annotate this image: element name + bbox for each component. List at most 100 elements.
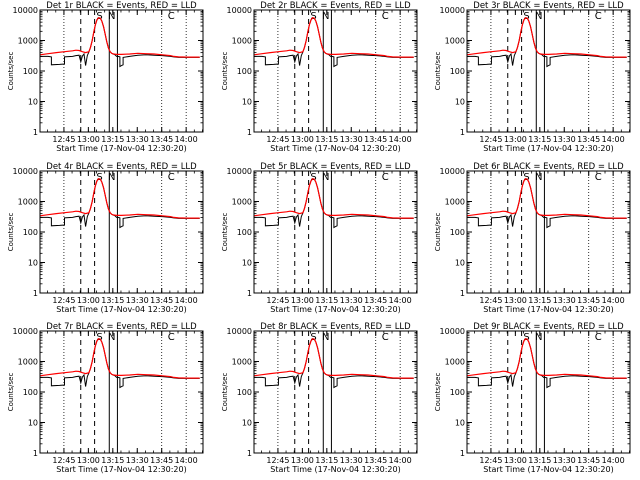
x-axis-title: Start Time (17-Nov-04 12:30:20)	[56, 305, 186, 314]
x-tick-label: 13:45	[577, 296, 600, 305]
x-axis-title: Start Time (17-Nov-04 12:30:20)	[270, 144, 400, 153]
y-axis-title: Counts/sec	[7, 373, 15, 412]
x-tick-label: 13:30	[126, 296, 149, 305]
x-tick-label: 13:15	[528, 135, 551, 144]
y-tick-label: 10000	[13, 327, 38, 336]
x-tick-label: 12:45	[266, 135, 289, 144]
annotation-s: S	[310, 11, 316, 22]
x-tick-label: 12:45	[266, 456, 289, 465]
y-tick-label: 1000	[232, 358, 252, 367]
annotation-n: N	[535, 172, 542, 183]
x-tick-label: 12:45	[52, 296, 75, 305]
lld-series-line	[39, 338, 200, 379]
annotation-c: C	[595, 172, 602, 183]
y-tick-label: 1	[460, 128, 465, 137]
x-tick-label: 13:15	[101, 135, 124, 144]
y-tick-label: 10	[242, 98, 252, 107]
y-tick-label: 10000	[227, 167, 252, 176]
annotation-s: S	[523, 11, 529, 22]
panel-title: Det 7r BLACK = Events, RED = LLD	[46, 322, 197, 332]
y-tick-label: 1	[33, 449, 38, 458]
x-tick-label: 13:00	[291, 135, 314, 144]
x-tick-label: 13:15	[315, 296, 338, 305]
x-tick-label: 13:45	[364, 135, 387, 144]
annotation-n: N	[322, 332, 329, 343]
y-tick-label: 10000	[13, 6, 38, 15]
annotation-c: C	[168, 332, 175, 343]
x-tick-label: 13:30	[340, 135, 363, 144]
y-tick-label: 100	[237, 388, 252, 397]
annotation-n: N	[535, 11, 542, 22]
x-axis-title: Start Time (17-Nov-04 12:30:20)	[483, 465, 613, 474]
plot-frame	[253, 330, 418, 454]
x-axis-title: Start Time (17-Nov-04 12:30:20)	[56, 465, 186, 474]
y-tick-label: 1000	[18, 198, 38, 207]
x-tick-label: 12:45	[479, 456, 502, 465]
x-tick-label: 12:45	[52, 135, 75, 144]
annotation-c: C	[595, 332, 602, 343]
x-tick-label: 13:00	[291, 456, 314, 465]
x-tick-label: 14:00	[389, 135, 412, 144]
y-tick-label: 1000	[18, 358, 38, 367]
plot-frame	[253, 170, 418, 294]
y-axis-title: Counts/sec	[7, 213, 15, 252]
y-tick-label: 100	[23, 228, 38, 237]
x-tick-label: 13:00	[504, 296, 527, 305]
annotation-s: S	[310, 172, 316, 183]
x-tick-label: 14:00	[602, 135, 625, 144]
x-tick-label: 13:00	[504, 135, 527, 144]
y-tick-label: 1000	[445, 37, 465, 46]
annotation-c: C	[382, 11, 389, 22]
annotation-s: S	[96, 11, 102, 22]
x-tick-label: 13:45	[577, 135, 600, 144]
x-axis-title: Start Time (17-Nov-04 12:30:20)	[483, 305, 613, 314]
x-tick-label: 12:45	[479, 135, 502, 144]
lld-series-line	[253, 338, 414, 379]
x-tick-label: 14:00	[602, 296, 625, 305]
annotation-s: S	[96, 332, 102, 343]
y-tick-label: 1	[460, 289, 465, 298]
lld-series-line	[466, 17, 627, 58]
plot-frame	[39, 330, 204, 454]
lld-series-line	[466, 338, 627, 379]
y-axis-title: Counts/sec	[434, 52, 442, 91]
y-axis-title: Counts/sec	[221, 213, 229, 252]
annotation-s: S	[523, 332, 529, 343]
y-tick-label: 1000	[232, 37, 252, 46]
y-tick-label: 1	[247, 128, 252, 137]
x-tick-label: 13:30	[340, 456, 363, 465]
y-axis-title: Counts/sec	[221, 373, 229, 412]
y-tick-label: 10	[455, 259, 465, 268]
x-tick-label: 14:00	[389, 296, 412, 305]
x-tick-label: 13:30	[126, 135, 149, 144]
lld-series-line	[39, 178, 200, 219]
x-tick-label: 13:00	[77, 296, 100, 305]
annotation-c: C	[382, 172, 389, 183]
x-tick-label: 12:45	[479, 296, 502, 305]
x-tick-label: 13:15	[528, 456, 551, 465]
x-tick-label: 13:15	[101, 456, 124, 465]
panel-title: Det 8r BLACK = Events, RED = LLD	[260, 322, 411, 332]
x-tick-label: 14:00	[175, 135, 198, 144]
y-tick-label: 1000	[232, 198, 252, 207]
x-axis-title: Start Time (17-Nov-04 12:30:20)	[56, 144, 186, 153]
annotation-n: N	[108, 11, 115, 22]
annotation-n: N	[322, 172, 329, 183]
lld-series-line	[466, 178, 627, 219]
x-tick-label: 14:00	[175, 296, 198, 305]
y-axis-title: Counts/sec	[434, 373, 442, 412]
x-tick-label: 12:45	[52, 456, 75, 465]
y-tick-label: 100	[237, 228, 252, 237]
plot-frame	[466, 330, 631, 454]
x-tick-label: 13:15	[315, 135, 338, 144]
annotation-n: N	[108, 172, 115, 183]
y-tick-label: 1	[33, 289, 38, 298]
y-tick-label: 10	[28, 98, 38, 107]
y-tick-label: 10000	[440, 6, 465, 15]
x-tick-label: 13:30	[553, 135, 576, 144]
